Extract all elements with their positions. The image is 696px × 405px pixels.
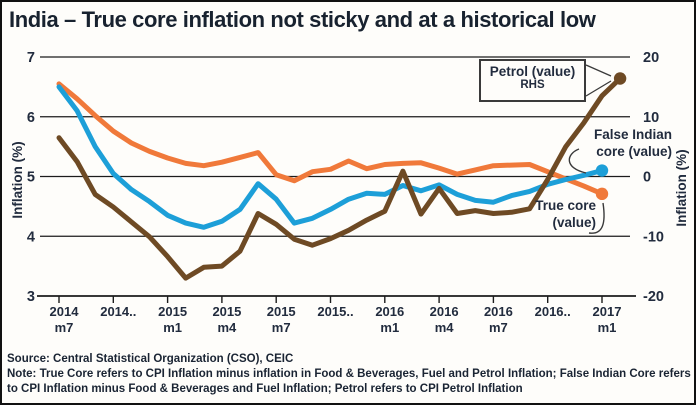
- svg-text:3: 3: [27, 289, 35, 305]
- svg-text:2016: 2016: [375, 304, 404, 319]
- svg-text:2017: 2017: [593, 304, 622, 319]
- svg-text:m4: m4: [218, 320, 238, 335]
- petrol-label-rhs: RHS: [520, 79, 545, 91]
- svg-text:7: 7: [27, 50, 35, 66]
- chart-footer: Source: Central Statistical Organization…: [7, 352, 691, 397]
- svg-text:m1: m1: [598, 320, 617, 335]
- svg-text:2015..: 2015..: [317, 304, 353, 319]
- svg-text:10: 10: [643, 110, 659, 126]
- right-axis-title: Inflation (%): [674, 149, 689, 227]
- svg-text:2016: 2016: [484, 304, 513, 319]
- svg-text:m1: m1: [380, 320, 399, 335]
- svg-text:-20: -20: [643, 289, 664, 305]
- note-line: Note: True Core refers to CPI Inflation …: [7, 368, 691, 395]
- source-line: Source: Central Statistical Organization…: [7, 353, 294, 365]
- svg-text:2014: 2014: [50, 304, 80, 319]
- svg-text:m7: m7: [489, 320, 508, 335]
- svg-text:m1: m1: [163, 320, 182, 335]
- svg-text:2016: 2016: [430, 304, 459, 319]
- petrol-label: Petrol (value): [489, 64, 576, 79]
- false-core-series-label: False Indian core (value): [593, 127, 672, 159]
- svg-text:m4: m4: [435, 320, 455, 335]
- svg-text:2014..: 2014..: [100, 304, 136, 319]
- svg-text:m7: m7: [55, 320, 74, 335]
- svg-text:20: 20: [643, 50, 659, 66]
- svg-text:2015: 2015: [212, 304, 241, 319]
- svg-text:m7: m7: [272, 320, 291, 335]
- svg-text:2015: 2015: [158, 304, 187, 319]
- svg-text:5: 5: [27, 170, 35, 186]
- true-core-series-label: True core (value): [535, 198, 596, 230]
- svg-text:4: 4: [27, 229, 35, 245]
- left-axis-title: Inflation (%): [10, 141, 25, 219]
- svg-text:2015: 2015: [267, 304, 296, 319]
- svg-text:6: 6: [27, 110, 35, 126]
- svg-text:0: 0: [643, 170, 651, 186]
- svg-text:2016..: 2016..: [535, 304, 571, 319]
- chart-title: India – True core inflation not sticky a…: [9, 7, 596, 32]
- petrol-series-label-box: Petrol (value) RHS: [479, 59, 586, 102]
- svg-text:-10: -10: [643, 229, 664, 245]
